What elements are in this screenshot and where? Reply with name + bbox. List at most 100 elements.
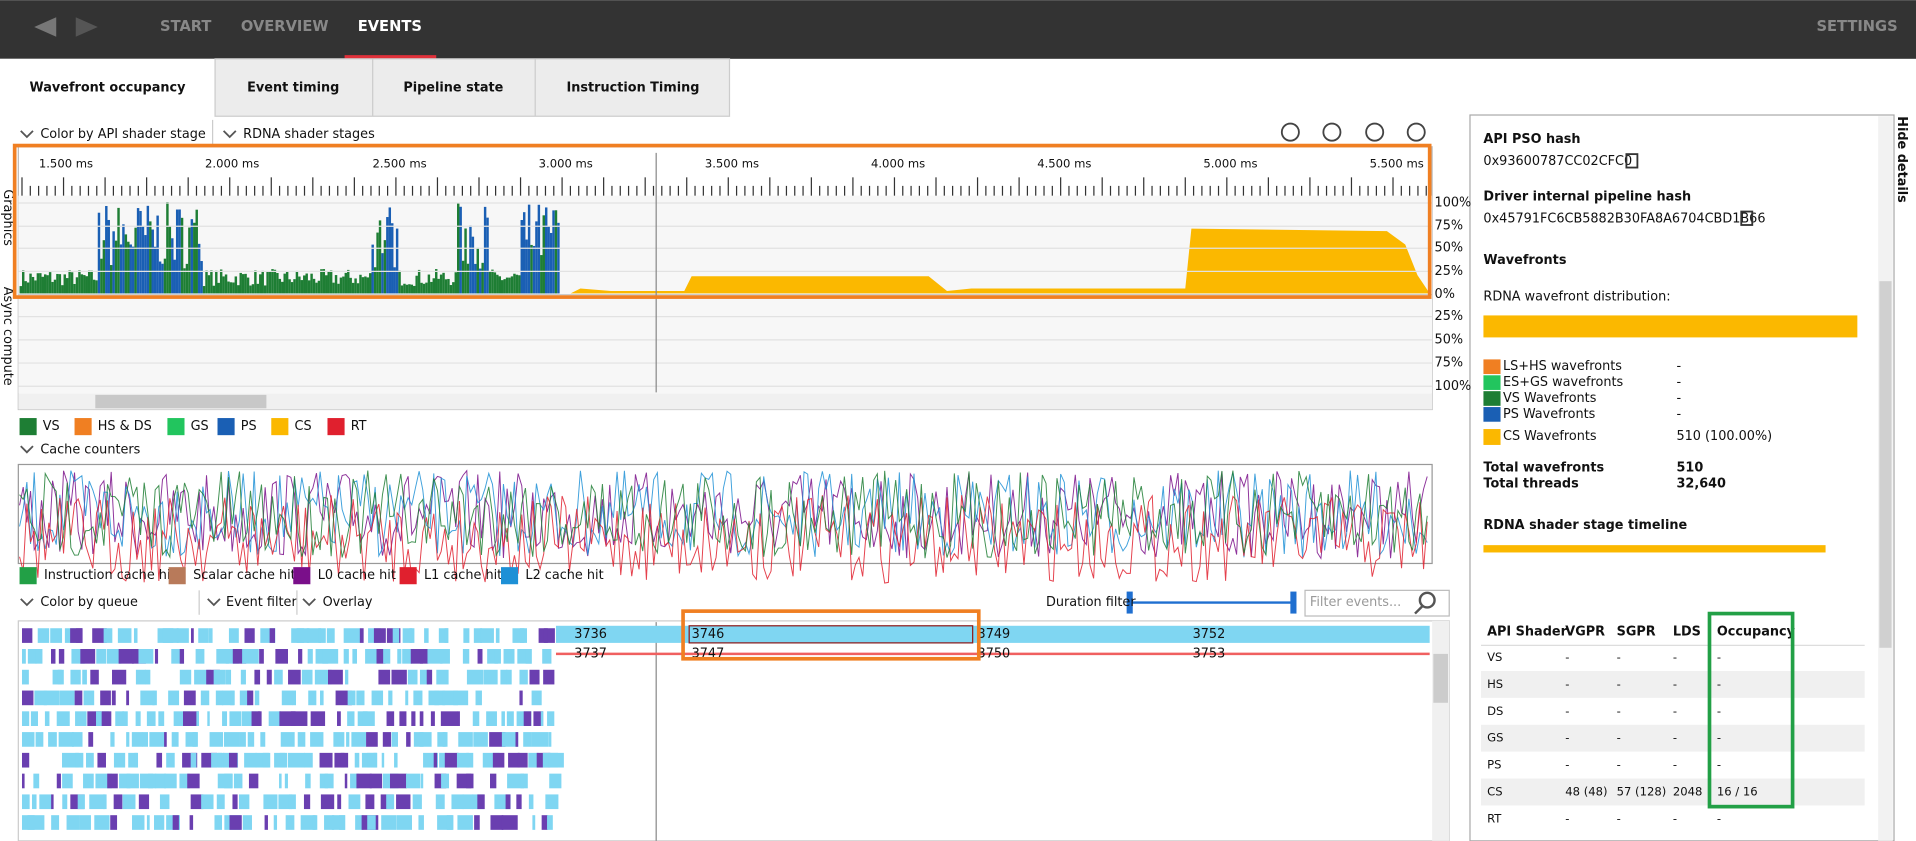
- event-block: [532, 815, 536, 830]
- h-scrollbar[interactable]: [18, 393, 1433, 410]
- occupancy-bar: [505, 277, 509, 294]
- event-block: [266, 669, 272, 685]
- occupancy-bar: [349, 277, 352, 294]
- event-block: [122, 794, 136, 810]
- occupancy-bar: [383, 240, 387, 294]
- search-box[interactable]: [1304, 589, 1450, 617]
- selected-event[interactable]: [688, 625, 974, 644]
- dropdown[interactable]: Color by queue: [40, 595, 138, 610]
- event-block: [278, 794, 293, 810]
- zoom-button[interactable]: [1365, 122, 1385, 142]
- occupancy-bar: [70, 272, 74, 294]
- event-block: [281, 690, 293, 706]
- event-block: [365, 649, 377, 664]
- event-block: [512, 628, 527, 643]
- search-icon-handle: [1414, 605, 1424, 615]
- event-block: [164, 732, 167, 747]
- legend-swatch: [1483, 359, 1501, 375]
- dropdown[interactable]: Color by API shader stage: [40, 127, 206, 142]
- chevron[interactable]: [20, 598, 34, 607]
- event-block: [440, 649, 450, 664]
- nav-item[interactable]: START: [160, 18, 211, 35]
- event-block: [44, 711, 50, 726]
- chevron[interactable]: [20, 130, 34, 139]
- section-header[interactable]: Cache counters: [40, 442, 140, 457]
- occupancy-bar: [391, 223, 394, 294]
- event-block: [391, 669, 407, 685]
- copy-icon[interactable]: [1740, 210, 1754, 226]
- chevron[interactable]: [222, 130, 237, 139]
- event-block: [303, 794, 311, 810]
- event-block: [285, 815, 295, 830]
- event-block: [523, 732, 532, 747]
- forward-button[interactable]: [75, 17, 98, 37]
- nav-item[interactable]: EVENTS: [358, 18, 422, 35]
- occupancy-bar: [476, 247, 479, 294]
- occupancy-bar: [486, 217, 489, 294]
- active-tab[interactable]: [0, 58, 216, 117]
- lane-label: Graphics: [0, 189, 15, 246]
- table-cell: GS: [1487, 731, 1503, 745]
- occupancy-bar: [437, 278, 440, 294]
- occupancy-bar: [557, 222, 560, 294]
- zoom-button[interactable]: [1322, 122, 1342, 142]
- settings[interactable]: SETTINGS: [1816, 18, 1897, 35]
- event-block: [419, 669, 430, 685]
- slider-handle[interactable]: [1290, 591, 1297, 614]
- event-block: [110, 815, 118, 830]
- tab[interactable]: Pipeline state: [403, 81, 503, 96]
- events-scroll-thumb[interactable]: [1433, 653, 1448, 703]
- occupancy-bar: [342, 276, 345, 294]
- chevron[interactable]: [20, 445, 34, 454]
- event-block: [146, 815, 150, 830]
- occupancy-bar: [496, 274, 499, 294]
- event-block: [508, 752, 520, 768]
- chevron[interactable]: [207, 598, 221, 607]
- occupancy-bar: [163, 258, 167, 294]
- wave-label: ES+GS wavefronts: [1503, 375, 1624, 390]
- event-block: [545, 794, 559, 810]
- occupancy-bar: [173, 259, 176, 294]
- details-scroll-thumb[interactable]: [1879, 281, 1892, 648]
- nav-item[interactable]: OVERVIEW: [241, 18, 329, 35]
- scroll-thumb[interactable]: [95, 394, 267, 409]
- event-block: [113, 794, 123, 810]
- occupancy-bar: [356, 283, 360, 294]
- event-block: [344, 773, 348, 789]
- copy-icon[interactable]: [1625, 153, 1639, 169]
- back-button[interactable]: [34, 17, 57, 37]
- cache-line: [19, 470, 1428, 559]
- row-band: [1480, 778, 1865, 806]
- distribution-bar: [1483, 315, 1858, 338]
- dropdown[interactable]: Overlay: [323, 595, 373, 610]
- slider-handle[interactable]: [1126, 591, 1133, 614]
- chevron[interactable]: [302, 598, 316, 607]
- occupancy-bar: [295, 270, 299, 294]
- event-block: [373, 752, 377, 768]
- event-block: [355, 815, 364, 830]
- dropdown[interactable]: Event filter: [226, 595, 297, 610]
- occupancy-bar: [36, 273, 40, 294]
- legend-swatch: [74, 418, 92, 436]
- legend-swatch: [19, 567, 37, 585]
- event-block: [135, 711, 141, 726]
- tab[interactable]: Event timing: [247, 81, 339, 96]
- table-cell: HS: [1487, 677, 1503, 691]
- event-block: [356, 690, 365, 706]
- legend-swatch: [217, 418, 235, 436]
- vertical-link[interactable]: Hide details: [1894, 116, 1909, 203]
- tab[interactable]: Wavefront occupancy: [30, 81, 187, 96]
- tab[interactable]: Instruction Timing: [567, 81, 700, 96]
- search-icon[interactable]: [1418, 591, 1436, 609]
- event-block: [343, 628, 361, 643]
- placeholder[interactable]: Filter events...: [1310, 595, 1401, 610]
- occupancy-bar: [369, 273, 372, 294]
- event-block: [507, 773, 525, 789]
- event-block: [324, 815, 335, 830]
- dropdown[interactable]: RDNA shader stages: [243, 127, 375, 142]
- zoom-button[interactable]: [1406, 122, 1426, 142]
- zoom-button[interactable]: [1280, 122, 1300, 142]
- legend-label: L0 cache hit: [318, 568, 396, 583]
- occupancy-bar: [212, 285, 216, 294]
